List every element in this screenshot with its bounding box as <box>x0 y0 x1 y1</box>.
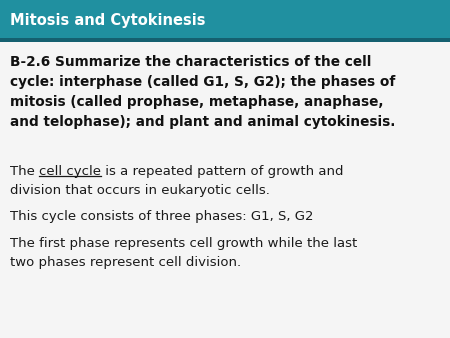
Text: B-2.6 Summarize the characteristics of the cell: B-2.6 Summarize the characteristics of t… <box>10 55 371 69</box>
Text: division that occurs in eukaryotic cells.: division that occurs in eukaryotic cells… <box>10 184 270 197</box>
Text: Mitosis and Cytokinesis: Mitosis and Cytokinesis <box>10 14 206 28</box>
Bar <box>0 0 450 42</box>
Text: The: The <box>10 165 39 178</box>
Text: This cycle consists of three phases: G1, S, G2: This cycle consists of three phases: G1,… <box>10 210 314 223</box>
Text: cell cycle: cell cycle <box>39 165 101 178</box>
Text: mitosis (called prophase, metaphase, anaphase,: mitosis (called prophase, metaphase, ana… <box>10 95 383 109</box>
Text: is a repeated pattern of growth and: is a repeated pattern of growth and <box>101 165 344 178</box>
Text: and telophase); and plant and animal cytokinesis.: and telophase); and plant and animal cyt… <box>10 115 396 129</box>
Text: cycle: interphase (called G1, S, G2); the phases of: cycle: interphase (called G1, S, G2); th… <box>10 75 396 89</box>
Text: two phases represent cell division.: two phases represent cell division. <box>10 256 241 269</box>
Bar <box>0 38 450 42</box>
Text: The first phase represents cell growth while the last: The first phase represents cell growth w… <box>10 237 357 250</box>
